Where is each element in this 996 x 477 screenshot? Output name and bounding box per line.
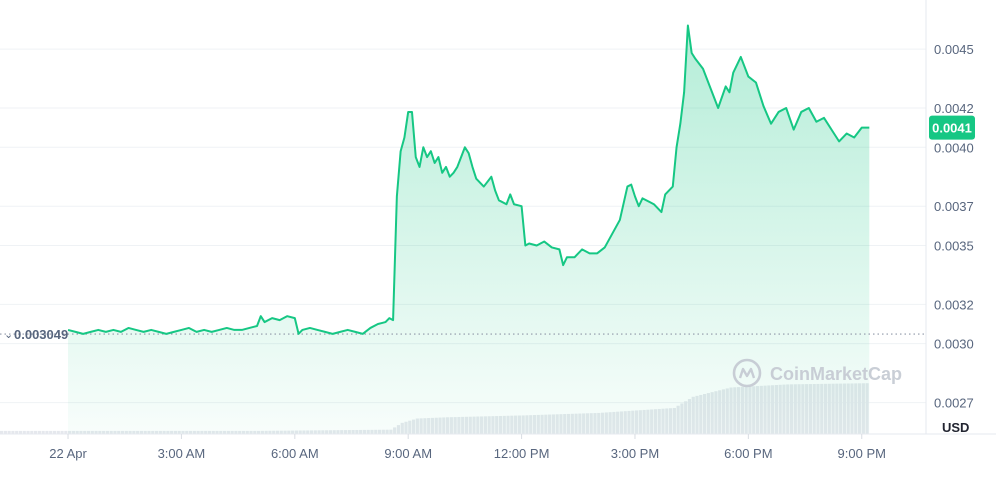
y-tick-label: 0.0045: [934, 42, 974, 57]
coinmarketcap-logo-icon: [732, 358, 762, 388]
x-tick-label: 6:00 AM: [271, 446, 319, 461]
volume-bar: [18, 430, 23, 434]
x-tick-label: 3:00 PM: [611, 446, 659, 461]
x-tick-label: 3:00 AM: [158, 446, 206, 461]
start-price-label: 0.003049: [14, 327, 68, 342]
volume-bar: [52, 430, 57, 434]
volume-bar: [41, 430, 45, 434]
x-tick-label: 9:00 PM: [838, 446, 886, 461]
volume-bar: [15, 430, 19, 434]
volume-bar: [37, 430, 41, 434]
volume-bar: [49, 430, 53, 434]
y-tick-label: 0.0042: [934, 101, 974, 116]
price-line[interactable]: [67, 24, 870, 335]
volume-bar: [45, 430, 49, 434]
volume-bar: [56, 430, 60, 434]
y-tick-label: 0.0040: [934, 140, 974, 155]
y-tick-label: 0.0037: [934, 199, 974, 214]
start-price-marker: ⌄ 0.003049: [4, 327, 68, 342]
y-tick-label: 0.0027: [934, 396, 974, 411]
volume-bar: [3, 430, 7, 434]
volume-bar: [22, 430, 26, 434]
y-tick-label: 0.0035: [934, 238, 974, 253]
y-tick-label: 0.0030: [934, 337, 974, 352]
currency-unit: USD: [942, 420, 969, 435]
x-tick-label: 22 Apr: [49, 446, 87, 461]
x-tick-label: 12:00 PM: [494, 446, 550, 461]
volume-bar: [30, 430, 34, 434]
volume-bar: [26, 430, 30, 434]
volume-bar: [7, 430, 11, 434]
price-area: [68, 25, 870, 435]
volume-bar: [34, 430, 38, 434]
watermark-text: CoinMarketCap: [770, 364, 902, 384]
current-price-label: 0.0041: [932, 121, 972, 136]
y-axis: 0.0045 0.0042 0.0040 0.0037 0.0035 0.0032 0.00…: [934, 42, 974, 410]
x-axis: 22 Apr 3:00 AM 6:00 AM 9:00 AM 12:00 PM 3:00 …: [49, 434, 886, 461]
start-marker-icon: ⌄: [4, 329, 13, 341]
volume-bar: [60, 430, 64, 434]
watermark: CoinMarketCap: [732, 358, 902, 388]
volume-bar: [64, 430, 68, 434]
x-tick-label: 9:00 AM: [384, 446, 432, 461]
y-tick-label: 0.0032: [934, 297, 974, 312]
current-price-badge: [929, 115, 975, 140]
volume-bar: [0, 430, 4, 434]
current-price-tag: 0.0041: [929, 115, 975, 140]
volume-bar: [11, 430, 15, 434]
x-tick-label: 6:00 PM: [724, 446, 772, 461]
